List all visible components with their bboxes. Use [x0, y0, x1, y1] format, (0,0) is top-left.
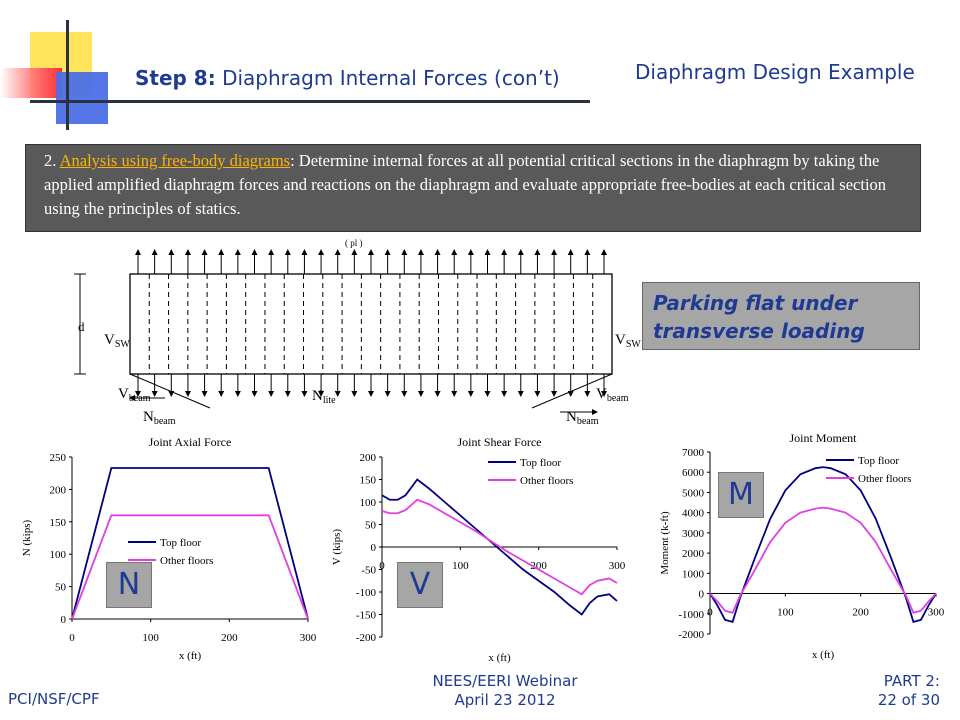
legend-label: Top floor	[160, 537, 201, 549]
y-axis-label: Moment (k-ft)	[659, 511, 671, 575]
series-line	[709, 466, 937, 623]
v-beam-left-label: Vbeam	[118, 386, 151, 404]
chart-title: Joint Moment	[789, 431, 857, 445]
diagram-top-label: ( pl )	[345, 238, 363, 248]
series-line	[709, 506, 937, 614]
series-line	[71, 514, 309, 620]
y-tick-label: 200	[50, 484, 67, 496]
x-axis-label: x (ft)	[812, 649, 835, 661]
vsw-right-label: VSW	[615, 332, 641, 350]
x-tick-label: 0	[707, 607, 713, 619]
n-lite-label: Nlite	[312, 388, 336, 406]
y-tick-label: 5000	[682, 487, 705, 499]
legend-label: Other floors	[160, 555, 213, 567]
legend-label: Other floors	[520, 475, 573, 487]
x-tick-label: 300	[609, 560, 626, 572]
y-tick-label: -50	[361, 565, 376, 577]
y-tick-label: -150	[356, 610, 377, 622]
v-beam-right-label: Vbeam	[596, 386, 629, 404]
y-tick-label: 6000	[682, 467, 705, 479]
y-tick-label: 3000	[682, 528, 705, 540]
decor-horizontal-line	[30, 100, 590, 103]
y-tick-label: 1000	[682, 568, 705, 580]
joint-lines	[148, 274, 594, 374]
parking-callout: Parking flat under transverse loading	[642, 282, 920, 350]
footer-center: NEES/EERI Webinar April 23 2012	[400, 672, 610, 710]
footer-right-line2: 22 of 30	[877, 691, 940, 709]
y-tick-label: 100	[50, 549, 67, 561]
x-tick-label: 200	[221, 632, 238, 644]
x-axis-label: x (ft)	[488, 652, 511, 664]
n-beam-right-label: Nbeam	[566, 409, 599, 427]
series-line	[381, 498, 618, 596]
n-beam-left-label: Nbeam	[143, 409, 176, 427]
description-number: 2.	[44, 151, 57, 170]
moment-tag: M	[718, 472, 764, 518]
x-tick-label: 100	[452, 560, 469, 572]
y-tick-label: 250	[50, 452, 67, 464]
chart-title: Joint Axial Force	[149, 435, 232, 449]
step-label: Step 8:	[135, 66, 216, 90]
y-tick-label: 50	[365, 520, 377, 532]
footer-center-line1: NEES/EERI Webinar	[432, 672, 578, 690]
x-tick-label: 200	[530, 560, 547, 572]
description-body: : Determine internal forces at all poten…	[44, 151, 887, 218]
footer-center-line2: April 23 2012	[454, 691, 556, 709]
joint-axial-force-chart: Joint Axial Force 0 50 100 150 200 250 0 100 200 3…	[21, 435, 317, 662]
step-title-text: Diaphragm Internal Forces (con’t)	[215, 66, 560, 90]
y-axis-label: V (kips)	[331, 529, 343, 565]
x-tick-label: 100	[777, 607, 794, 619]
joint-moment-chart: Joint Moment-2000-1000010002000300040005…	[659, 431, 945, 661]
x-axis-label: x (ft)	[179, 650, 202, 662]
legend-label: Top floor	[858, 455, 899, 467]
vsw-left-label: VSW	[104, 332, 130, 350]
y-tick-label: -2000	[678, 629, 704, 641]
y-tick-label: 100	[360, 497, 377, 509]
x-tick-label: 200	[852, 607, 869, 619]
x-tick-label: 0	[379, 560, 385, 572]
presentation-title: Diaphragm Design Example	[635, 60, 915, 84]
y-tick-label: 7000	[682, 447, 705, 459]
free-body-diagram: ( pl ) d VSW VSW Vbeam Nbeam Vbeam Nbeam…	[74, 238, 641, 427]
legend-label: Top floor	[520, 457, 561, 469]
x-tick-label: 0	[69, 632, 75, 644]
y-tick-label: 4000	[682, 508, 705, 520]
y-tick-label: -100	[356, 587, 377, 599]
x-tick-label: 100	[142, 632, 159, 644]
description-link[interactable]: Analysis using free-body diagrams	[59, 151, 291, 170]
decor-bar-red	[0, 68, 62, 98]
y-tick-label: 200	[360, 452, 377, 464]
series-line	[71, 467, 309, 620]
y-tick-label: 0	[699, 589, 705, 601]
y-axis-label: N (kips)	[21, 519, 33, 556]
y-tick-label: -200	[356, 632, 377, 644]
right-support-line	[531, 373, 613, 409]
decor-square-blue	[56, 72, 108, 124]
y-tick-label: 150	[360, 475, 377, 487]
d-label: d	[78, 319, 85, 334]
shear-tag: V	[397, 562, 443, 608]
diaphragm-outline	[129, 273, 613, 375]
left-support-line	[129, 373, 211, 409]
axial-tag: N	[106, 562, 152, 608]
y-tick-label: 150	[50, 517, 67, 529]
x-tick-label: 300	[928, 607, 945, 619]
y-tick-label: 0	[371, 542, 377, 554]
legend-label: Other floors	[858, 473, 911, 485]
chart-title: Joint Shear Force	[458, 435, 542, 449]
footer-right: PART 2: 22 of 30	[840, 672, 940, 710]
description-box: 2. Analysis using free-body diagrams: De…	[25, 144, 921, 232]
x-tick-label: 300	[300, 632, 317, 644]
y-tick-label: 2000	[682, 548, 705, 560]
slide-title: Step 8: Diaphragm Internal Forces (con’t…	[135, 66, 560, 90]
decor-vertical-line	[66, 20, 69, 130]
series-line	[381, 478, 618, 616]
y-tick-label: -1000	[678, 609, 704, 621]
footer-right-line1: PART 2:	[883, 672, 940, 690]
y-tick-label: 50	[55, 582, 67, 594]
footer-left: PCI/NSF/CPF	[8, 690, 100, 708]
load-arrows	[135, 249, 607, 397]
y-tick-label: 0	[61, 614, 67, 626]
joint-shear-force-chart: Joint Shear Force-200-150-100-5005010015…	[331, 435, 626, 664]
